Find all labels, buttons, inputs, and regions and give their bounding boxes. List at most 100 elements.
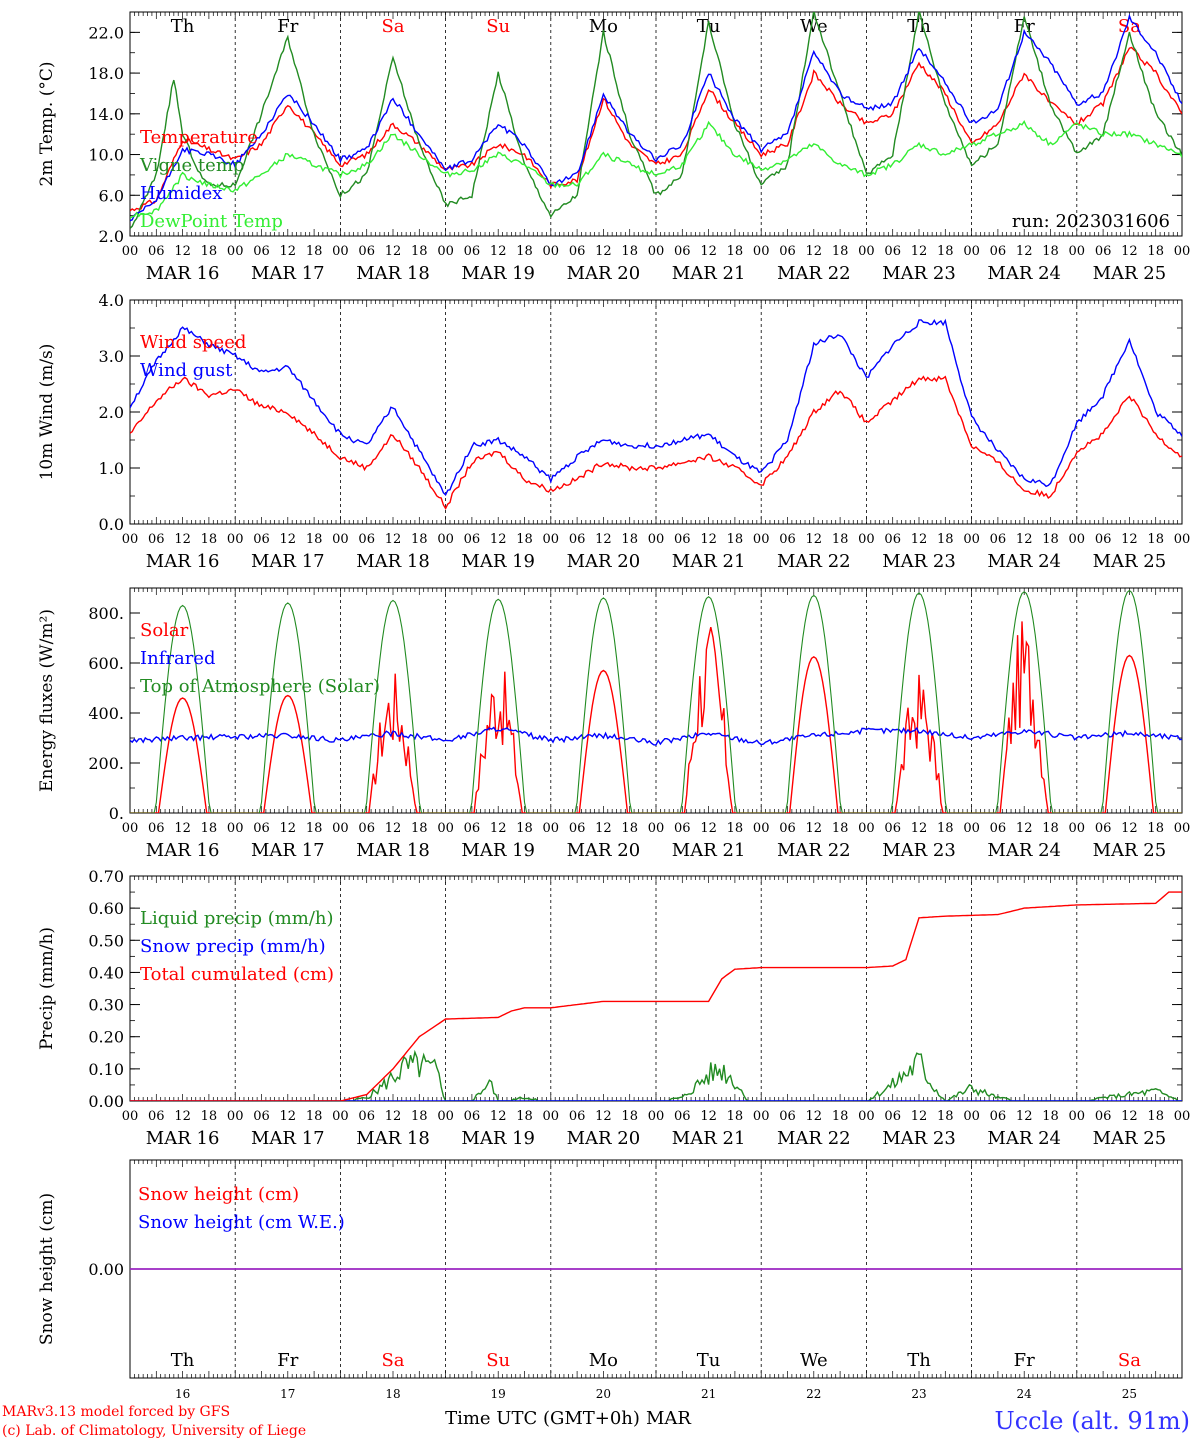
x-tick-label: 18 <box>1147 532 1164 547</box>
y-tick-label: 600. <box>88 654 124 673</box>
legend-entry: Top of Atmosphere (Solar) <box>140 676 380 697</box>
x-tick-label: 18 <box>621 1109 638 1124</box>
x-tick-label: 18 <box>1147 244 1164 259</box>
date-label: MAR 18 <box>356 1128 430 1149</box>
x-tick-label: 12 <box>1016 821 1033 836</box>
day-number-label: 22 <box>806 1387 821 1401</box>
plot-frame <box>129 587 1183 814</box>
day-name-label: Th <box>171 16 195 37</box>
x-tick-label: 18 <box>1042 821 1059 836</box>
x-tick-label: 12 <box>595 532 612 547</box>
date-label: MAR 24 <box>987 263 1061 284</box>
x-tick-label: 12 <box>700 821 717 836</box>
series-line-1 <box>130 46 1182 212</box>
panel-4: 0.00 0.10 0.20 0.30 0.40 0.50 0.60 0.70 Precip (… <box>37 867 1190 1149</box>
date-label: MAR 24 <box>987 1128 1061 1149</box>
y-axis-label: Energy fluxes (W/m²) <box>37 609 57 792</box>
y-tick-label: 200. <box>88 754 124 773</box>
x-tick-label: 00 <box>122 1109 139 1124</box>
y-axis-label: Snow height (cm) <box>37 1193 57 1345</box>
x-tick-label: 12 <box>490 244 507 259</box>
x-tick-label: 06 <box>1095 532 1112 547</box>
x-tick-label: 06 <box>358 1109 375 1124</box>
x-tick-label: 12 <box>700 1109 717 1124</box>
legend-entry: Liquid precip (mm/h) <box>140 908 334 929</box>
x-tick-label: 06 <box>358 244 375 259</box>
x-tick-label: 12 <box>280 1109 297 1124</box>
x-tick-label: 00 <box>858 1109 875 1124</box>
x-tick-label: 12 <box>1016 244 1033 259</box>
y-tick-label: 0.60 <box>88 899 124 918</box>
x-tick-label: 00 <box>858 821 875 836</box>
y-tick-label: 400. <box>88 704 124 723</box>
day-number-label: 23 <box>911 1387 926 1401</box>
date-label: MAR 25 <box>1093 551 1167 572</box>
y-tick-label: 22.0 <box>88 23 124 42</box>
x-tick-label: 18 <box>1042 244 1059 259</box>
x-tick-label: 00 <box>543 821 560 836</box>
legend-entry: Wind gust <box>140 360 233 381</box>
x-tick-label: 06 <box>1095 244 1112 259</box>
date-label: MAR 24 <box>987 840 1061 861</box>
x-tick-label: 06 <box>884 1109 901 1124</box>
x-tick-label: 06 <box>1095 1109 1112 1124</box>
date-label: MAR 23 <box>882 1128 956 1149</box>
legend-entry: Solar <box>140 620 189 641</box>
x-tick-label: 00 <box>858 532 875 547</box>
x-tick-label: 12 <box>385 244 402 259</box>
date-label: MAR 23 <box>882 263 956 284</box>
x-tick-label: 06 <box>464 532 481 547</box>
y-tick-label: 0.50 <box>88 931 124 950</box>
y-tick-label: 1.0 <box>99 459 124 478</box>
x-tick-label: 12 <box>595 1109 612 1124</box>
legend-entry: Temperature <box>140 127 258 148</box>
x-tick-label: 06 <box>674 532 691 547</box>
y-tick-label: 0.20 <box>88 1028 124 1047</box>
x-tick-label: 18 <box>516 532 533 547</box>
x-tick-label: 00 <box>963 244 980 259</box>
x-tick-label: 00 <box>753 244 770 259</box>
date-label: MAR 20 <box>567 551 641 572</box>
x-tick-label: 12 <box>174 244 191 259</box>
legend-entry: Total cumulated (cm) <box>140 964 334 985</box>
x-tick-label: 12 <box>1121 821 1138 836</box>
series-line-3 <box>130 891 1182 1101</box>
x-tick-label: 00 <box>648 821 665 836</box>
day-name-label: We <box>800 1350 828 1371</box>
x-tick-label: 06 <box>358 821 375 836</box>
day-name-label: Sa <box>381 16 404 37</box>
x-tick-label: 00 <box>1069 244 1086 259</box>
x-tick-label: 00 <box>332 532 349 547</box>
date-label: MAR 17 <box>251 263 325 284</box>
series-line-1 <box>130 621 1182 813</box>
x-tick-label: 18 <box>411 821 428 836</box>
x-tick-label: 06 <box>990 244 1007 259</box>
x-tick-label: 18 <box>621 244 638 259</box>
x-tick-label: 00 <box>753 821 770 836</box>
credit-line-1: MARv3.13 model forced by GFS <box>2 1404 230 1420</box>
x-tick-label: 18 <box>832 532 849 547</box>
date-label: MAR 16 <box>146 263 220 284</box>
date-label: MAR 16 <box>146 840 220 861</box>
x-tick-label: 00 <box>543 532 560 547</box>
day-number-label: 19 <box>491 1387 506 1401</box>
legend-entry: Vigne temp <box>139 155 244 176</box>
date-label: MAR 19 <box>461 551 535 572</box>
x-tick-label: 06 <box>253 532 270 547</box>
x-tick-label: 12 <box>911 1109 928 1124</box>
x-tick-label: 00 <box>332 1109 349 1124</box>
x-tick-label: 00 <box>122 821 139 836</box>
x-tick-label: 00 <box>332 821 349 836</box>
y-tick-label: 0.00 <box>88 1092 124 1111</box>
x-tick-label: 12 <box>700 244 717 259</box>
date-label: MAR 19 <box>461 1128 535 1149</box>
x-tick-label: 18 <box>832 1109 849 1124</box>
y-tick-label: 0.40 <box>88 963 124 982</box>
x-tick-label: 00 <box>1069 1109 1086 1124</box>
date-label: MAR 24 <box>987 551 1061 572</box>
x-tick-label: 12 <box>911 821 928 836</box>
x-tick-label: 00 <box>963 821 980 836</box>
x-tick-label: 06 <box>569 821 586 836</box>
y-tick-label: 6.0 <box>99 186 124 205</box>
